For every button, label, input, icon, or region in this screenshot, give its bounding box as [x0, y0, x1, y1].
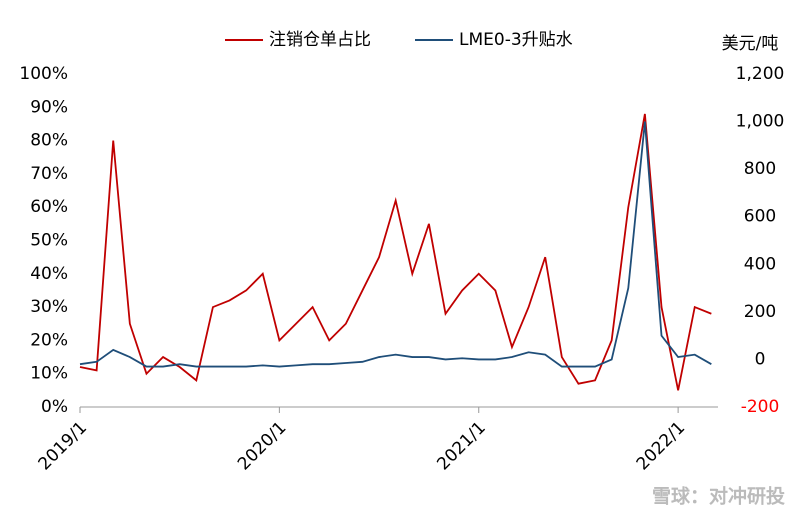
y-tick-label: 80%	[30, 131, 68, 151]
x-tick-label: 2021/1	[433, 418, 489, 474]
y-tick-label: 40%	[30, 264, 68, 284]
y-tick-label: 100%	[19, 64, 68, 84]
y2-tick-label: 600	[744, 207, 776, 227]
y-tick-label: 90%	[30, 97, 68, 117]
watermark: 雪球：对冲研投	[652, 485, 785, 508]
y2-tick-label: 800	[744, 159, 776, 179]
y2-axis-label: 美元/吨	[722, 34, 779, 54]
x-tick-label: 2020/1	[234, 418, 290, 474]
y2-tick-label: 0	[755, 349, 766, 369]
legend-label: 注销仓单占比	[269, 30, 371, 50]
y2-tick-label: 200	[744, 302, 776, 322]
data-line	[79, 121, 712, 368]
x-tick-label: 2019/1	[35, 418, 91, 474]
y2-tick-label: 1,000	[736, 112, 785, 132]
legend-label: LME0-3升贴水	[459, 30, 573, 50]
y2-tick-label: 1,200	[736, 64, 785, 84]
y-tick-label: 50%	[30, 231, 68, 251]
y2-tick-label: 400	[744, 254, 776, 274]
y-tick-label: 60%	[30, 197, 68, 217]
y-tick-label: 10%	[30, 364, 68, 384]
y-tick-label: 70%	[30, 164, 68, 184]
data-line	[79, 113, 712, 391]
y2-tick-label: -200	[741, 397, 780, 417]
y-tick-label: 0%	[41, 397, 68, 417]
x-tick-label: 2022/1	[633, 418, 689, 474]
y-tick-label: 30%	[30, 297, 68, 317]
y-tick-label: 20%	[30, 330, 68, 350]
